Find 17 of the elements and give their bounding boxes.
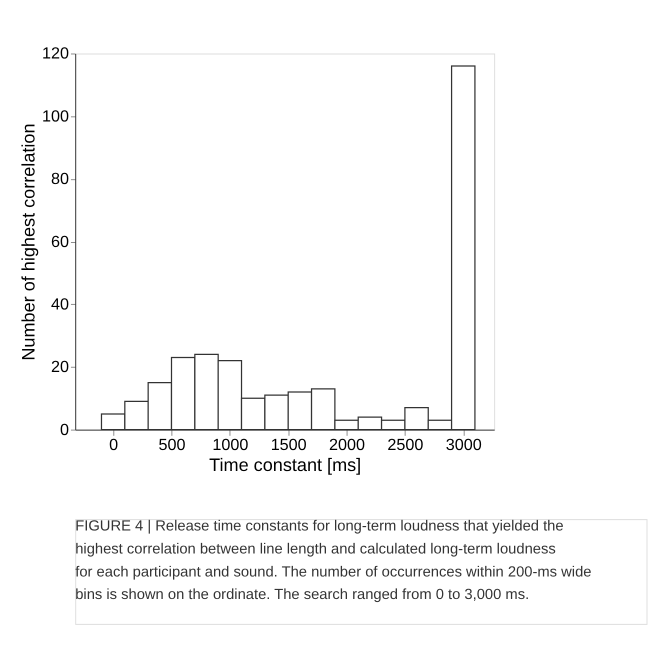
caption: FIGURE 4 | Release time constants for long-term loudness that yielded the highest correlation between line length and calculated long-term loudness for each participant and sound. The number of occurrences within 200-ms wide bins is shown on the ordinate. The search ranged from 0 to 3,000 ms. bbox=[75, 518, 592, 604]
x-tick-label: 2000 bbox=[329, 436, 366, 454]
y-tick-label: 120 bbox=[42, 44, 70, 63]
x-tick-label: 1500 bbox=[270, 436, 307, 454]
x-tick-label: 500 bbox=[158, 436, 186, 454]
x-tick-label: 2500 bbox=[387, 436, 424, 454]
y-tick-label: 40 bbox=[51, 295, 70, 314]
y-tick-label: 20 bbox=[51, 358, 70, 376]
y-tick-label: 80 bbox=[51, 170, 70, 188]
x-tick-label: 0 bbox=[109, 436, 118, 454]
x-tick-label: 1000 bbox=[212, 436, 248, 454]
y-axis-title: Number of highest correlation bbox=[18, 123, 38, 361]
y-tick-label: 60 bbox=[51, 232, 70, 251]
x-axis-title: Time constant [ms] bbox=[209, 455, 362, 476]
y-tick-label: 100 bbox=[42, 107, 70, 126]
y-tick-label: 0 bbox=[60, 420, 70, 439]
x-tick-label: 3000 bbox=[446, 436, 482, 454]
